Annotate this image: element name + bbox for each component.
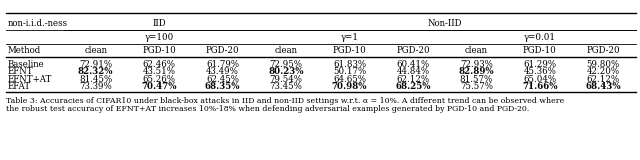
Text: Method: Method [8, 46, 41, 55]
Text: Non-IID: Non-IID [428, 19, 462, 28]
Text: PGD-20: PGD-20 [206, 46, 239, 55]
Text: γ=100: γ=100 [145, 33, 174, 42]
Text: 73.45%: 73.45% [269, 82, 303, 91]
Text: 61.79%: 61.79% [206, 60, 239, 69]
Text: 44.84%: 44.84% [396, 67, 429, 76]
Text: 81.57%: 81.57% [460, 75, 493, 84]
Text: 75.57%: 75.57% [460, 82, 493, 91]
Text: 59.80%: 59.80% [586, 60, 620, 69]
Text: 43.51%: 43.51% [143, 67, 175, 76]
Text: 79.54%: 79.54% [269, 75, 303, 84]
Text: 68.43%: 68.43% [586, 82, 621, 91]
Text: γ=1: γ=1 [340, 33, 358, 42]
Text: 61.83%: 61.83% [333, 60, 366, 69]
Text: clean: clean [465, 46, 488, 55]
Text: 73.39%: 73.39% [79, 82, 112, 91]
Text: EFNT+AT: EFNT+AT [8, 75, 52, 84]
Text: 71.66%: 71.66% [522, 82, 557, 91]
Text: clean: clean [275, 46, 298, 55]
Text: PGD-20: PGD-20 [396, 46, 429, 55]
Text: 82.89%: 82.89% [458, 67, 494, 76]
Text: PGD-20: PGD-20 [586, 46, 620, 55]
Text: IID: IID [152, 19, 166, 28]
Text: 68.35%: 68.35% [205, 82, 241, 91]
Text: PGD-10: PGD-10 [142, 46, 176, 55]
Text: Baseline: Baseline [8, 60, 44, 69]
Text: 72.91%: 72.91% [79, 60, 112, 69]
Text: 62.12%: 62.12% [396, 75, 429, 84]
Text: 72.95%: 72.95% [269, 60, 303, 69]
Text: 45.36%: 45.36% [524, 67, 556, 76]
Text: 70.47%: 70.47% [141, 82, 177, 91]
Text: clean: clean [84, 46, 108, 55]
Text: 62.12%: 62.12% [587, 75, 620, 84]
Text: PGD-10: PGD-10 [333, 46, 366, 55]
Text: 42.20%: 42.20% [587, 67, 620, 76]
Text: PGD-10: PGD-10 [523, 46, 557, 55]
Text: 62.45%: 62.45% [206, 75, 239, 84]
Text: 60.41%: 60.41% [396, 60, 429, 69]
Text: 65.26%: 65.26% [143, 75, 175, 84]
Text: Table 3: Accuracies of CIFAR10 under black-box attacks in IID and non-IID settin: Table 3: Accuracies of CIFAR10 under bla… [6, 97, 564, 105]
Text: 65.04%: 65.04% [523, 75, 556, 84]
Text: γ=0.01: γ=0.01 [524, 33, 556, 42]
Text: 50.17%: 50.17% [333, 67, 366, 76]
Text: 68.25%: 68.25% [395, 82, 431, 91]
Text: non-i.i.d.-ness: non-i.i.d.-ness [8, 19, 68, 28]
Text: 81.45%: 81.45% [79, 75, 113, 84]
Text: 80.23%: 80.23% [268, 67, 304, 76]
Text: 43.49%: 43.49% [206, 67, 239, 76]
Text: 64.65%: 64.65% [333, 75, 366, 84]
Text: 70.98%: 70.98% [332, 82, 367, 91]
Text: 82.32%: 82.32% [78, 67, 113, 76]
Text: 62.46%: 62.46% [143, 60, 175, 69]
Text: 61.29%: 61.29% [523, 60, 556, 69]
Text: EFNT: EFNT [8, 67, 33, 76]
Text: the robust test accuracy of EFNT+AT increases 10%-18% when defending adversarial: the robust test accuracy of EFNT+AT incr… [6, 105, 529, 113]
Text: EFAT: EFAT [8, 82, 31, 91]
Text: 72.93%: 72.93% [460, 60, 493, 69]
